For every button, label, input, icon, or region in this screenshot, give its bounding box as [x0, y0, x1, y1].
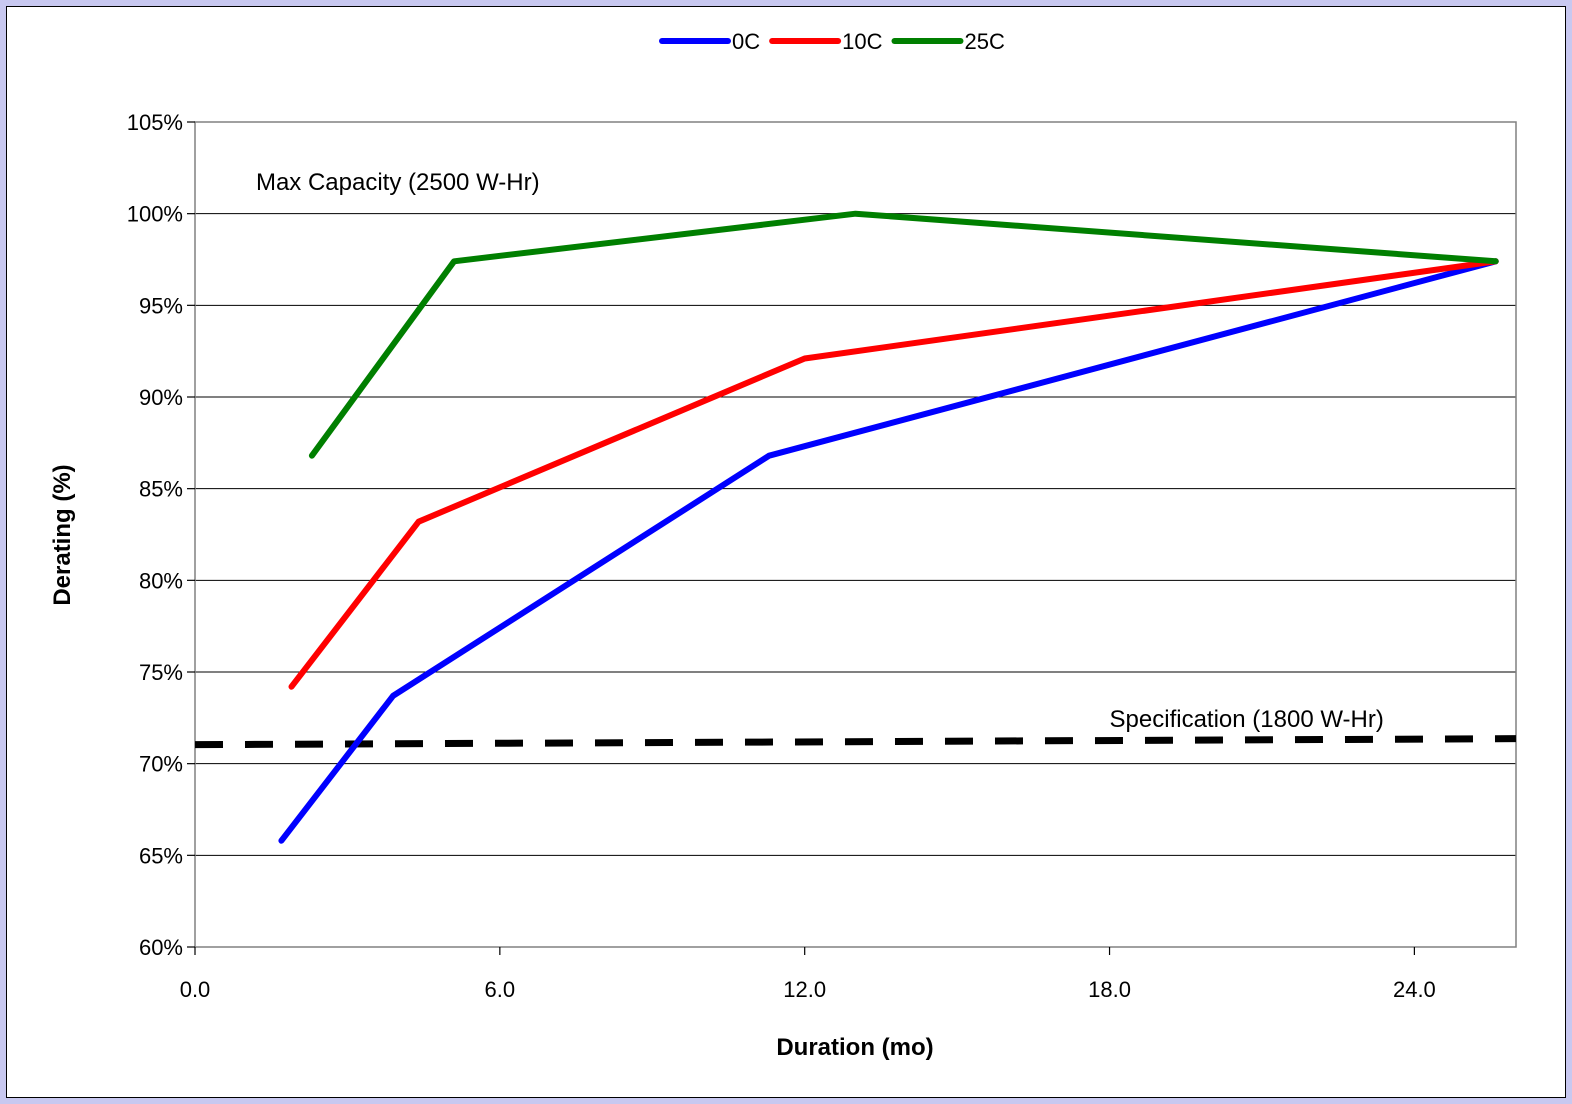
annotation-spec: Specification (1800 W-Hr)	[1110, 706, 1384, 733]
y-tick-label: 80%	[139, 568, 183, 593]
series-line-25c	[308, 210, 1499, 459]
annotations: Max Capacity (2500 W-Hr) Specification (1…	[256, 169, 1384, 733]
y-tick-label: 85%	[139, 477, 183, 502]
y-axis-title: Derating (%)	[49, 464, 76, 605]
y-tick-label: 70%	[139, 752, 183, 777]
x-tick-label: 24.0	[1393, 977, 1436, 1002]
x-tick-label: 6.0	[485, 977, 516, 1002]
x-axis-title: Duration (mo)	[776, 1034, 933, 1061]
y-tick-label: 100%	[127, 202, 183, 227]
legend-label: 0C	[732, 29, 760, 54]
y-tick-label: 65%	[139, 843, 183, 868]
legend-label: 10C	[842, 29, 882, 54]
specification-line	[194, 735, 1517, 749]
y-tick-label: 75%	[139, 660, 183, 685]
legend: 0C 10C 25C	[659, 29, 1005, 54]
annotation-max: Max Capacity (2500 W-Hr)	[256, 169, 540, 196]
x-tick-label: 12.0	[783, 977, 826, 1002]
y-tick-label: 90%	[139, 385, 183, 410]
x-axis-tick-labels: 0.0 6.0 12.0 18.0 24.0	[180, 947, 1436, 1002]
y-tick-label: 95%	[139, 293, 183, 318]
y-tick-label: 60%	[139, 935, 183, 960]
chart-frame	[6, 6, 1566, 1098]
x-tick-label: 0.0	[180, 977, 211, 1002]
series-line-0c	[278, 258, 1499, 844]
legend-label: 25C	[964, 29, 1004, 54]
x-tick-label: 18.0	[1088, 977, 1131, 1002]
series-line-10c	[288, 258, 1499, 690]
y-axis-tick-labels: 60% 65% 70% 75% 80% 85% 90% 95% 100% 105%	[127, 110, 195, 960]
plot-area-border	[194, 121, 1517, 948]
series-lines	[194, 210, 1517, 844]
y-tick-label: 105%	[127, 110, 183, 135]
